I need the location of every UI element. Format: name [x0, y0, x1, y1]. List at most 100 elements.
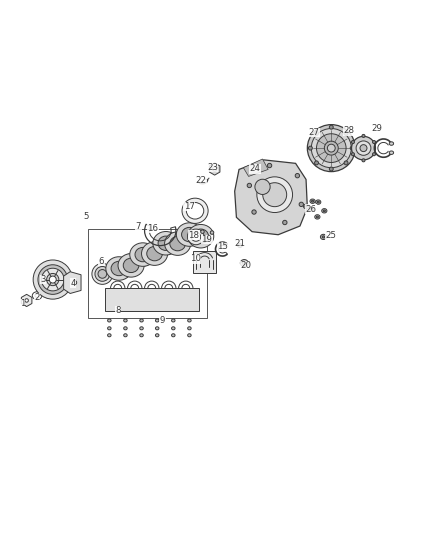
Ellipse shape [124, 334, 127, 337]
Ellipse shape [172, 334, 175, 337]
Text: 2: 2 [34, 293, 40, 302]
Ellipse shape [327, 144, 335, 152]
Ellipse shape [305, 206, 307, 207]
Ellipse shape [389, 151, 394, 155]
Bar [193, 251, 216, 273]
Ellipse shape [267, 164, 272, 168]
Text: 24: 24 [249, 164, 260, 173]
Ellipse shape [35, 294, 39, 297]
Text: 9: 9 [160, 317, 165, 326]
Ellipse shape [25, 298, 28, 302]
Ellipse shape [255, 179, 270, 195]
Ellipse shape [205, 238, 208, 241]
Ellipse shape [324, 141, 338, 155]
Ellipse shape [193, 229, 208, 244]
Text: 6: 6 [99, 257, 104, 266]
Ellipse shape [350, 146, 354, 150]
Ellipse shape [304, 204, 309, 208]
Ellipse shape [108, 334, 111, 337]
Ellipse shape [322, 236, 325, 238]
Ellipse shape [172, 319, 175, 322]
Ellipse shape [98, 270, 107, 278]
Ellipse shape [329, 125, 333, 129]
Ellipse shape [295, 173, 300, 178]
Ellipse shape [323, 210, 325, 212]
Ellipse shape [140, 334, 143, 337]
Ellipse shape [263, 183, 287, 207]
Ellipse shape [106, 257, 132, 280]
Ellipse shape [177, 223, 202, 246]
Ellipse shape [309, 207, 314, 211]
Ellipse shape [316, 200, 321, 204]
Text: 26: 26 [306, 205, 317, 214]
Ellipse shape [252, 210, 256, 214]
Text: 28: 28 [343, 126, 354, 135]
Ellipse shape [247, 183, 251, 188]
Ellipse shape [38, 265, 67, 294]
Bar [88, 229, 207, 318]
Ellipse shape [360, 144, 367, 151]
Ellipse shape [158, 236, 174, 251]
Ellipse shape [344, 161, 348, 165]
Ellipse shape [118, 254, 144, 277]
Ellipse shape [155, 319, 159, 322]
Ellipse shape [140, 319, 143, 322]
Ellipse shape [42, 268, 64, 291]
Ellipse shape [123, 258, 139, 272]
Ellipse shape [187, 229, 204, 245]
Polygon shape [244, 159, 268, 176]
Ellipse shape [191, 232, 201, 241]
Ellipse shape [311, 128, 351, 168]
Polygon shape [235, 160, 307, 235]
Ellipse shape [308, 146, 312, 150]
Ellipse shape [140, 327, 143, 330]
Text: 4: 4 [71, 279, 76, 287]
Text: 7: 7 [136, 222, 141, 231]
Ellipse shape [124, 327, 127, 330]
Text: 21: 21 [234, 239, 245, 248]
Ellipse shape [153, 231, 179, 255]
Ellipse shape [314, 132, 318, 135]
Text: 27: 27 [308, 128, 319, 137]
Ellipse shape [238, 244, 242, 247]
Ellipse shape [243, 262, 246, 264]
Text: 16: 16 [147, 224, 159, 233]
Ellipse shape [322, 208, 327, 213]
Ellipse shape [299, 202, 304, 207]
Text: 29: 29 [371, 124, 382, 133]
Ellipse shape [314, 161, 318, 165]
Ellipse shape [135, 247, 151, 262]
Ellipse shape [212, 167, 217, 171]
Polygon shape [21, 294, 32, 306]
Ellipse shape [240, 260, 248, 266]
Text: 15: 15 [217, 243, 228, 252]
Polygon shape [171, 230, 196, 248]
Ellipse shape [210, 231, 214, 235]
Ellipse shape [72, 280, 77, 285]
Ellipse shape [141, 242, 168, 265]
Ellipse shape [329, 167, 333, 171]
Ellipse shape [373, 141, 375, 143]
Ellipse shape [321, 235, 326, 239]
Ellipse shape [344, 132, 348, 135]
Text: 20: 20 [240, 261, 251, 270]
Ellipse shape [356, 141, 371, 155]
Ellipse shape [351, 152, 354, 156]
Ellipse shape [124, 319, 127, 322]
Ellipse shape [170, 237, 185, 251]
Polygon shape [136, 244, 162, 264]
Ellipse shape [362, 134, 365, 138]
Ellipse shape [32, 292, 42, 300]
Ellipse shape [310, 199, 315, 204]
Ellipse shape [187, 327, 191, 330]
Ellipse shape [33, 260, 72, 299]
Text: 25: 25 [326, 231, 337, 240]
Ellipse shape [310, 208, 312, 210]
Ellipse shape [307, 125, 355, 172]
Ellipse shape [311, 200, 314, 202]
Text: 17: 17 [184, 202, 195, 211]
Ellipse shape [47, 273, 59, 286]
Ellipse shape [155, 327, 159, 330]
Ellipse shape [147, 246, 162, 261]
Ellipse shape [155, 334, 159, 337]
